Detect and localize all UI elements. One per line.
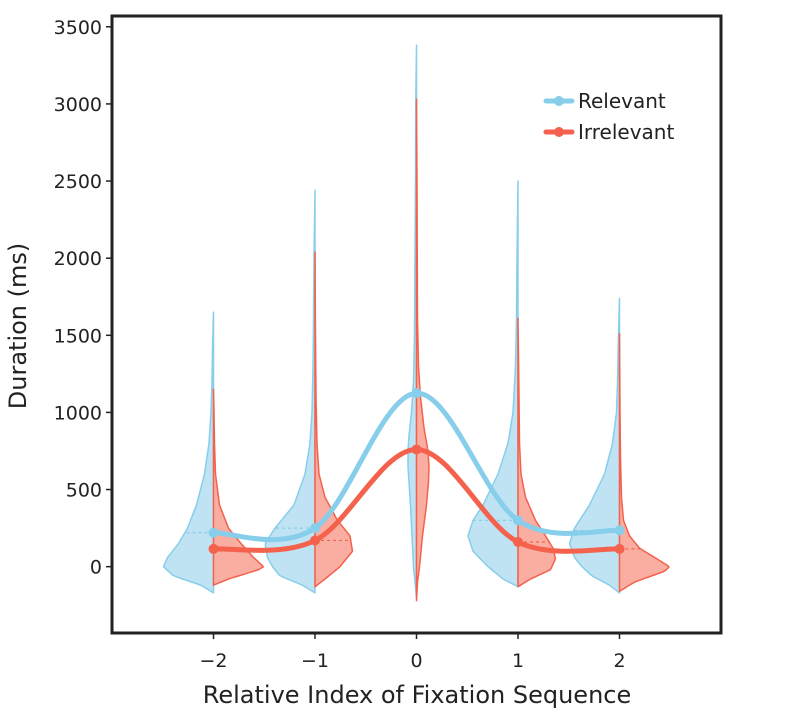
y-tick-label-3000: 3000 xyxy=(54,94,102,116)
mean-point-relevant-0 xyxy=(208,527,219,538)
violin-irrelevant-2 xyxy=(415,98,430,602)
x-tick-label-2: 0 xyxy=(410,650,422,672)
y-tick-label-1500: 1500 xyxy=(54,325,102,347)
y-tick-label-2000: 2000 xyxy=(54,248,102,270)
legend-label-relevant: Relevant xyxy=(578,89,666,113)
x-axis: −2 −1 0 1 2 xyxy=(199,633,626,672)
y-tick-label-1000: 1000 xyxy=(54,402,102,424)
y-tick-label-0: 0 xyxy=(90,557,102,579)
mean-point-irrelevant-1 xyxy=(310,535,320,546)
mean-point-relevant-4 xyxy=(614,525,625,536)
mean-point-relevant-1 xyxy=(310,523,320,534)
mean-point-relevant-2 xyxy=(411,388,422,399)
y-tick-label-500: 500 xyxy=(66,480,102,502)
violin-irrelevant-1 xyxy=(314,251,354,588)
y-axis-title: Duration (ms) xyxy=(4,243,32,409)
violin-irrelevant-4 xyxy=(618,333,670,593)
x-tick-label-0: −2 xyxy=(199,650,227,672)
y-axis: 0 500 1000 1500 2000 2500 3000 3500 xyxy=(54,17,112,579)
x-axis-title: Relative Index of Fixation Sequence xyxy=(203,681,632,709)
mean-point-irrelevant-4 xyxy=(614,543,625,554)
x-tick-label-1: −1 xyxy=(301,650,329,672)
mean-point-relevant-3 xyxy=(513,515,523,526)
violin-relevant-0 xyxy=(162,311,215,594)
mean-point-irrelevant-3 xyxy=(513,536,523,547)
violin-layer xyxy=(162,44,670,602)
y-tick-label-2500: 2500 xyxy=(54,171,102,193)
mean-line-layer xyxy=(208,388,625,554)
violin-relevant-1 xyxy=(264,189,316,594)
mean-point-irrelevant-2 xyxy=(411,444,422,455)
x-tick-label-3: 1 xyxy=(512,650,524,672)
violin-relevant-2 xyxy=(407,44,418,599)
legend: Relevant Irrelevant xyxy=(543,89,674,144)
legend-label-irrelevant: Irrelevant xyxy=(578,120,674,144)
violin-relevant-4 xyxy=(568,297,621,594)
violin-irrelevant-3 xyxy=(517,317,557,588)
x-tick-label-4: 2 xyxy=(613,650,625,672)
legend-marker-relevant xyxy=(554,96,564,106)
y-tick-label-3500: 3500 xyxy=(54,17,102,39)
legend-marker-irrelevant xyxy=(554,127,564,137)
mean-point-irrelevant-0 xyxy=(208,543,219,554)
